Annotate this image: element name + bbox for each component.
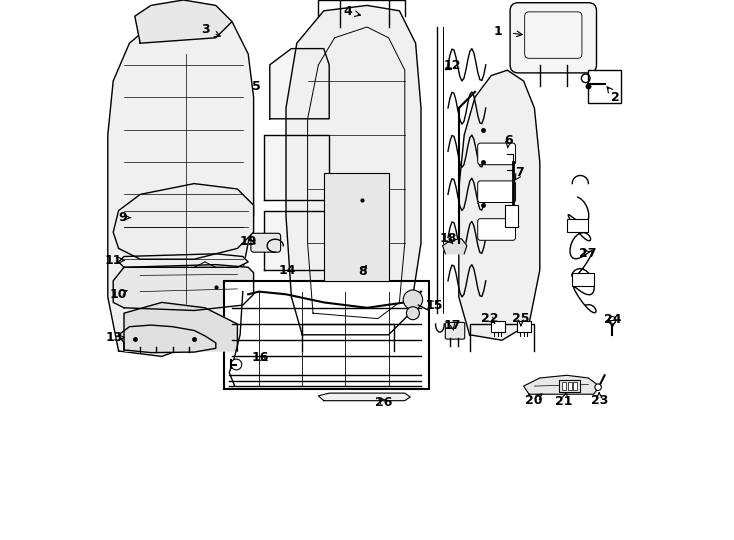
Polygon shape xyxy=(119,254,248,267)
Bar xyxy=(224,281,429,389)
Circle shape xyxy=(403,290,423,309)
Polygon shape xyxy=(108,11,254,356)
Polygon shape xyxy=(264,211,330,270)
Polygon shape xyxy=(443,239,467,254)
FancyBboxPatch shape xyxy=(478,219,515,240)
Bar xyxy=(324,173,388,281)
Text: 2: 2 xyxy=(611,91,619,104)
Text: 13: 13 xyxy=(106,331,123,344)
Text: 16: 16 xyxy=(252,351,269,364)
Bar xyxy=(491,321,505,332)
Bar xyxy=(517,321,531,332)
Bar xyxy=(573,273,594,286)
Circle shape xyxy=(595,384,601,390)
Text: 17: 17 xyxy=(443,319,461,332)
FancyBboxPatch shape xyxy=(251,233,280,252)
Circle shape xyxy=(608,316,616,324)
Bar xyxy=(573,382,577,390)
Text: 6: 6 xyxy=(504,134,513,147)
Polygon shape xyxy=(113,265,254,310)
Text: 21: 21 xyxy=(556,395,573,408)
Text: 26: 26 xyxy=(374,396,392,409)
Text: 9: 9 xyxy=(119,211,127,224)
Text: 19: 19 xyxy=(239,235,257,248)
Bar xyxy=(559,380,581,392)
Text: 3: 3 xyxy=(200,23,209,36)
Bar xyxy=(567,219,589,232)
Text: 15: 15 xyxy=(426,299,443,312)
Bar xyxy=(589,70,621,103)
Bar xyxy=(562,382,566,390)
Text: 24: 24 xyxy=(604,313,622,326)
Text: 1: 1 xyxy=(493,25,502,38)
Polygon shape xyxy=(113,184,254,259)
Polygon shape xyxy=(523,375,599,394)
Polygon shape xyxy=(264,135,330,200)
Text: 18: 18 xyxy=(440,232,457,245)
Polygon shape xyxy=(319,393,410,401)
FancyBboxPatch shape xyxy=(510,3,597,73)
Text: 7: 7 xyxy=(515,166,524,179)
Polygon shape xyxy=(459,70,539,340)
Bar xyxy=(568,382,572,390)
Polygon shape xyxy=(270,49,330,119)
Text: 22: 22 xyxy=(482,312,499,325)
Polygon shape xyxy=(119,325,216,353)
FancyBboxPatch shape xyxy=(478,181,515,202)
Text: 25: 25 xyxy=(512,312,530,325)
FancyBboxPatch shape xyxy=(446,322,465,339)
Text: 4: 4 xyxy=(344,5,352,18)
Text: 12: 12 xyxy=(443,59,461,72)
Text: 5: 5 xyxy=(252,80,261,93)
Text: 8: 8 xyxy=(358,265,367,278)
Text: 14: 14 xyxy=(279,264,297,276)
Text: 20: 20 xyxy=(525,394,542,407)
Polygon shape xyxy=(124,302,237,351)
Text: 11: 11 xyxy=(104,254,122,267)
Polygon shape xyxy=(286,5,421,335)
Text: 10: 10 xyxy=(110,288,128,301)
Circle shape xyxy=(231,359,241,370)
Circle shape xyxy=(407,307,419,320)
Text: 23: 23 xyxy=(591,394,608,407)
FancyBboxPatch shape xyxy=(478,143,515,165)
Text: 27: 27 xyxy=(578,247,596,260)
Bar xyxy=(505,205,518,227)
Polygon shape xyxy=(135,0,232,43)
